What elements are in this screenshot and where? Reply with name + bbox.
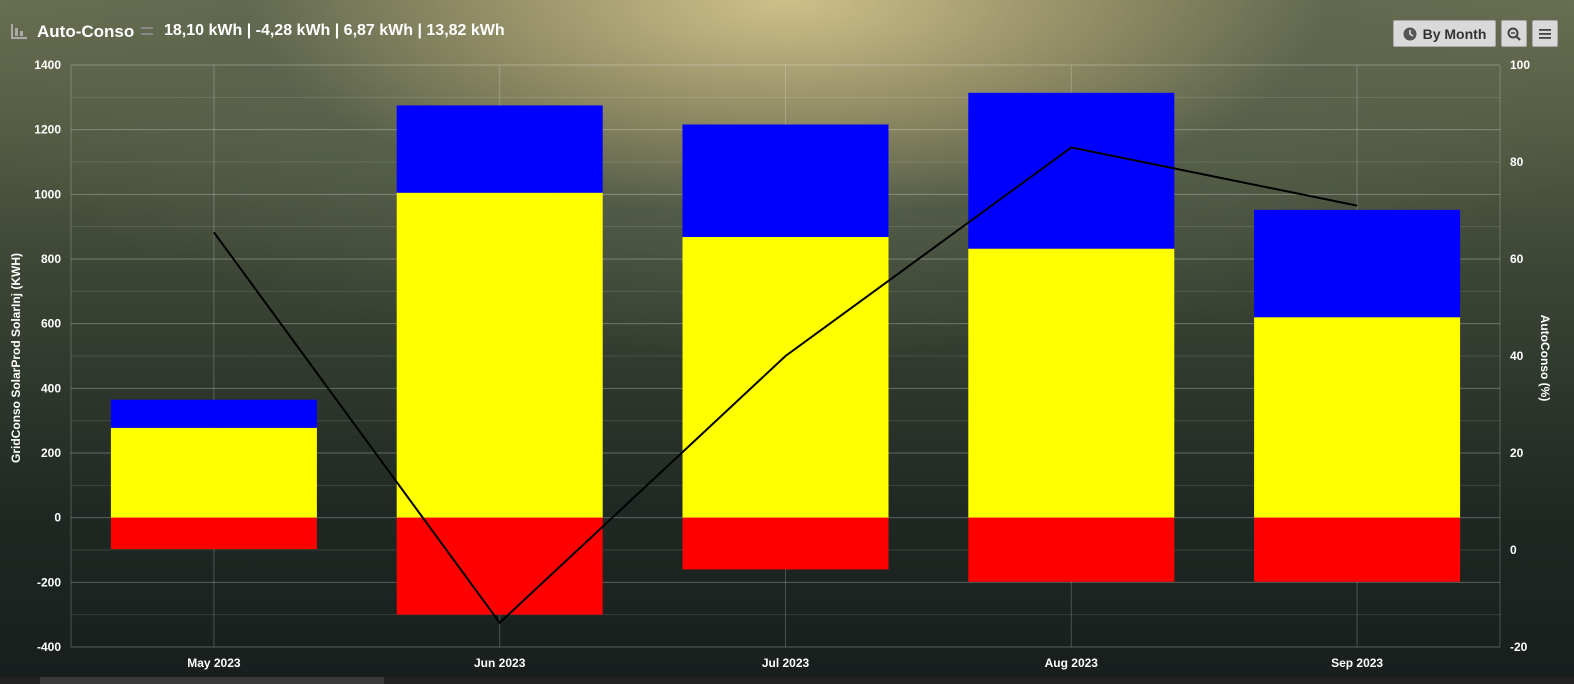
y-right-tick-label: -20 [1510,640,1528,654]
hamburger-menu-icon [1539,28,1551,39]
bar-segment[interactable] [110,399,317,428]
scrollbar-track[interactable] [0,677,1574,684]
y-left-tick-label: 800 [41,252,61,266]
bar-segment[interactable] [110,517,317,550]
chart-bars[interactable] [110,92,1461,615]
y-right-tick-label: 80 [1510,155,1524,169]
chart-summary: 18,10 kWh | -4,28 kWh | 6,87 kWh | 13,82… [164,22,505,39]
bar-segment[interactable] [1254,517,1461,582]
chart-menu-button[interactable] [1532,20,1558,47]
bar-segment[interactable] [396,105,603,193]
bar-segment[interactable] [1254,209,1461,318]
y-left-tick-label: 1200 [34,123,61,137]
y-axis-left-ticks: -400 -200 0 200 400 600 800 1000 1200 1400 [34,58,61,654]
y-left-tick-label: 600 [41,317,61,331]
x-tick-label: Jul 2023 [762,656,810,670]
x-tick-label: Jun 2023 [474,656,526,670]
bar-segment[interactable] [968,517,1175,582]
chart-header: Auto-Conso 18,10 kWh | -4,28 kWh | 6,87 … [0,0,1574,62]
y-axis-left-label: GridConso SolarProd SolarInj (KWH) [9,253,23,463]
x-axis-ticks: May 2023 Jun 2023 Jul 2023 Aug 2023 Sep 2023 [187,656,1383,670]
y-right-tick-label: 20 [1510,446,1524,460]
x-tick-label: May 2023 [187,656,241,670]
chart-icon [11,24,27,39]
range-button-label: By Month [1422,25,1487,42]
y-right-tick-label: 0 [1510,543,1517,557]
bar-segment[interactable] [396,192,603,518]
clock-icon [1403,27,1417,40]
y-right-tick-label: 60 [1510,252,1524,266]
scrollbar-thumb[interactable] [40,677,384,684]
y-right-tick-label: 40 [1510,349,1524,363]
chart-title: Auto-Conso [37,22,135,41]
bar-segment[interactable] [968,92,1175,249]
y-right-tick-label: 100 [1510,58,1530,72]
y-axis-right-ticks: -20 0 20 40 60 80 100 [1510,58,1530,654]
bar-segment[interactable] [1254,317,1461,518]
bar-segment[interactable] [682,517,889,570]
y-left-tick-label: 1400 [34,58,61,72]
zoom-out-icon [1507,27,1521,41]
bar-segment[interactable] [968,248,1175,518]
y-left-tick-label: 200 [41,446,61,460]
x-tick-label: Aug 2023 [1045,656,1099,670]
bar-segment[interactable] [682,237,889,518]
y-left-tick-label: 1000 [34,187,61,201]
y-left-tick-label: 400 [41,381,61,395]
equals-icon [141,27,153,35]
y-axis-right-label: AutoConso (%) [1538,315,1552,402]
x-tick-label: Sep 2023 [1331,656,1383,670]
bar-segment[interactable] [110,427,317,518]
zoom-out-button[interactable] [1501,20,1527,47]
bar-segment[interactable] [396,517,603,615]
range-button[interactable]: By Month [1393,20,1496,47]
y-left-tick-label: -400 [37,640,61,654]
y-left-tick-label: -200 [37,575,61,589]
bar-segment[interactable] [682,124,889,238]
y-left-tick-label: 0 [54,511,61,525]
autoconso-line[interactable] [213,146,1358,625]
